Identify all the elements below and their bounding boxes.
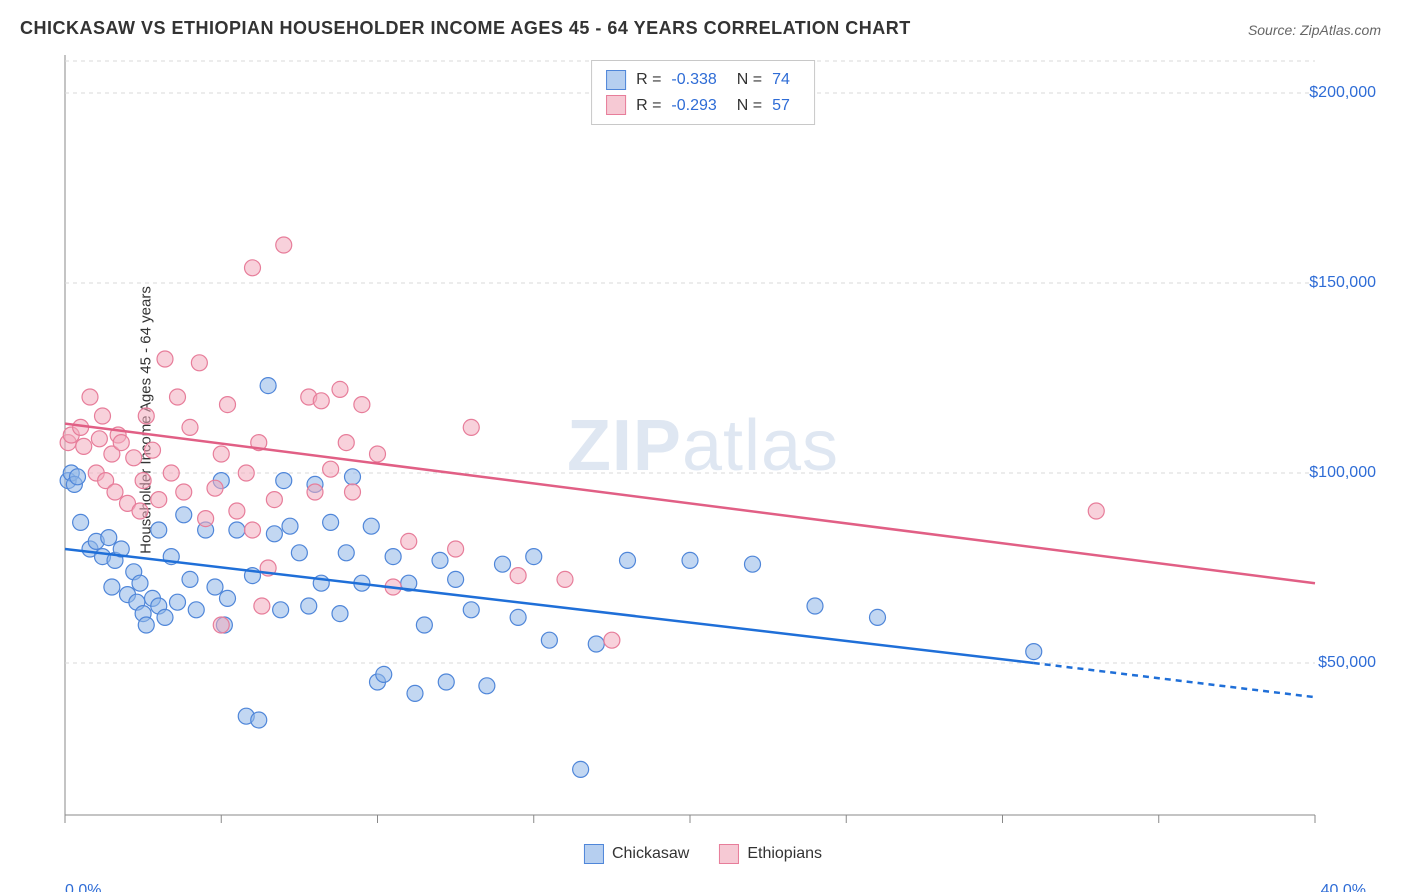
legend-series-label: Ethiopians: [747, 845, 822, 863]
r-label: R =: [636, 93, 661, 119]
n-value: 74: [772, 67, 790, 93]
n-value: 57: [772, 93, 790, 119]
legend-series-label: Chickasaw: [612, 845, 689, 863]
legend-swatch: [606, 95, 626, 115]
x-axis-max: 40.0%: [1321, 882, 1366, 892]
y-tick-label: $50,000: [1318, 654, 1376, 672]
legend-swatch: [606, 70, 626, 90]
chart-container: CHICKASAW VS ETHIOPIAN HOUSEHOLDER INCOM…: [0, 0, 1406, 892]
x-axis-min: 0.0%: [65, 882, 101, 892]
legend-series-item: Ethiopians: [719, 844, 822, 864]
y-tick-label: $200,000: [1309, 84, 1376, 102]
n-label: N =: [737, 93, 762, 119]
y-tick-label: $150,000: [1309, 274, 1376, 292]
r-value: -0.293: [671, 93, 716, 119]
legend-series-item: Chickasaw: [584, 844, 689, 864]
legend-swatch: [719, 844, 739, 864]
legend-correlation-row: R = -0.338 N = 74: [606, 67, 800, 93]
y-tick-label: $100,000: [1309, 464, 1376, 482]
r-value: -0.338: [671, 67, 716, 93]
scatter-chart: [0, 0, 1406, 892]
r-label: R =: [636, 67, 661, 93]
legend-correlation-row: R = -0.293 N = 57: [606, 93, 800, 119]
legend-correlation: R = -0.338 N = 74 R = -0.293 N = 57: [591, 60, 815, 125]
legend-swatch: [584, 844, 604, 864]
n-label: N =: [737, 67, 762, 93]
legend-series: Chickasaw Ethiopians: [584, 844, 822, 864]
